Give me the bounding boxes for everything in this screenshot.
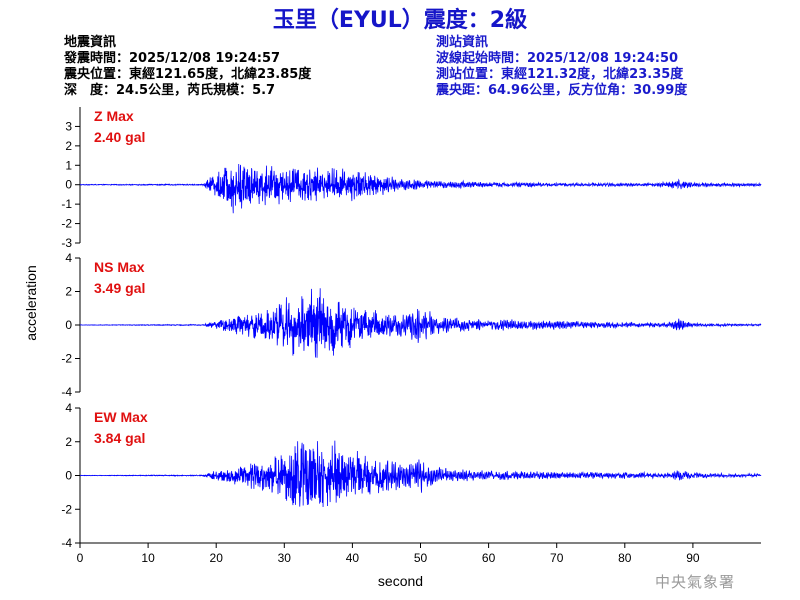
y-tick-label: 1 (65, 158, 72, 172)
x-axis-label: second (378, 573, 423, 589)
max-label-z: Z Max (94, 108, 134, 124)
y-tick-label: -1 (61, 197, 72, 211)
epicentral-distance: 震央距：64.96公里，反方位角：30.99度 (436, 83, 688, 98)
panel-z: -3 -2 -1 0 1 2 3 Z Max 2.40 gal (61, 107, 762, 250)
panel-ew: -4 -2 0 2 4 EW Max 3.84 gal (61, 401, 762, 550)
agency-watermark: 中央氣象署 (655, 573, 736, 591)
y-tick-label: -2 (61, 352, 72, 366)
y-tick-label: 0 (65, 318, 72, 332)
x-tick-label: 50 (414, 551, 428, 565)
y-tick-label: 3 (65, 119, 72, 133)
y-tick-label: 2 (65, 139, 72, 153)
depth-magnitude: 深 度：24.5公里，芮氏規模：5.7 (64, 83, 276, 98)
x-tick-label: 90 (686, 551, 700, 565)
y-tick-label: -4 (61, 536, 72, 550)
earthquake-info: 地震資訊 發震時間：2025/12/08 19:24:57 震央位置：東經121… (64, 35, 311, 99)
station-location: 測站位置：東經121.32度，北緯23.35度 (436, 67, 684, 82)
y-tick-label: -4 (61, 385, 72, 399)
waveform-z (79, 163, 762, 214)
waveform-ew (79, 440, 762, 507)
max-label-ns: NS Max (94, 259, 145, 275)
max-value-ew: 3.84 gal (94, 430, 145, 446)
max-value-ns: 3.49 gal (94, 280, 145, 296)
x-tick-label: 30 (278, 551, 292, 565)
x-tick-label: 0 (77, 551, 84, 565)
x-tick-label: 80 (618, 551, 632, 565)
y-tick-label: -2 (61, 502, 72, 516)
x-tick-label: 40 (346, 551, 360, 565)
station-info-heading: 測站資訊 (436, 35, 489, 50)
station-info: 測站資訊 波線起始時間：2025/12/08 19:24:50 測站位置：東經1… (436, 35, 687, 99)
y-tick-label: -3 (61, 236, 72, 250)
earthquake-info-heading: 地震資訊 (64, 35, 117, 50)
y-tick-label: 0 (65, 469, 72, 483)
max-label-ew: EW Max (94, 409, 148, 425)
x-tick-label: 60 (482, 551, 496, 565)
y-tick-label: 4 (65, 251, 72, 265)
y-tick-label: 2 (65, 435, 72, 449)
x-tick-label: 20 (210, 551, 224, 565)
y-tick-label: 0 (65, 178, 72, 192)
y-tick-label: -2 (61, 217, 72, 231)
chart-title: 玉里（EYUL）震度：2級 (272, 8, 528, 33)
y-axis-label: acceleration (23, 265, 39, 341)
max-value-z: 2.40 gal (94, 129, 145, 145)
panel-ns: -4 -2 0 2 4 NS Max 3.49 gal (61, 251, 762, 399)
x-tick-label: 10 (141, 551, 155, 565)
y-tick-label: 2 (65, 285, 72, 299)
y-tick-label: 4 (65, 401, 72, 415)
wave-start-time: 波線起始時間：2025/12/08 19:24:50 (436, 51, 679, 66)
origin-time: 發震時間：2025/12/08 19:24:57 (64, 51, 281, 66)
x-tick-label: 70 (550, 551, 564, 565)
waveform-ns (79, 288, 762, 358)
epicenter-location: 震央位置：東經121.65度，北緯23.85度 (64, 67, 312, 82)
